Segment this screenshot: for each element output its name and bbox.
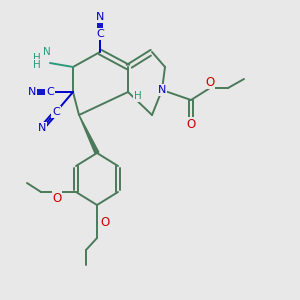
Polygon shape: [79, 115, 99, 154]
Text: O: O: [52, 191, 62, 205]
Text: O: O: [100, 215, 109, 229]
Text: C: C: [96, 29, 104, 39]
Text: N: N: [38, 123, 46, 133]
Text: O: O: [186, 118, 196, 130]
Text: O: O: [206, 76, 214, 88]
Text: N: N: [158, 85, 166, 95]
Text: H: H: [33, 53, 41, 63]
Text: C: C: [46, 87, 54, 97]
Text: N: N: [96, 12, 104, 22]
Text: N: N: [28, 87, 36, 97]
Text: C: C: [52, 107, 60, 117]
Text: H: H: [134, 91, 142, 101]
Text: N: N: [43, 47, 51, 57]
Text: H: H: [33, 60, 41, 70]
